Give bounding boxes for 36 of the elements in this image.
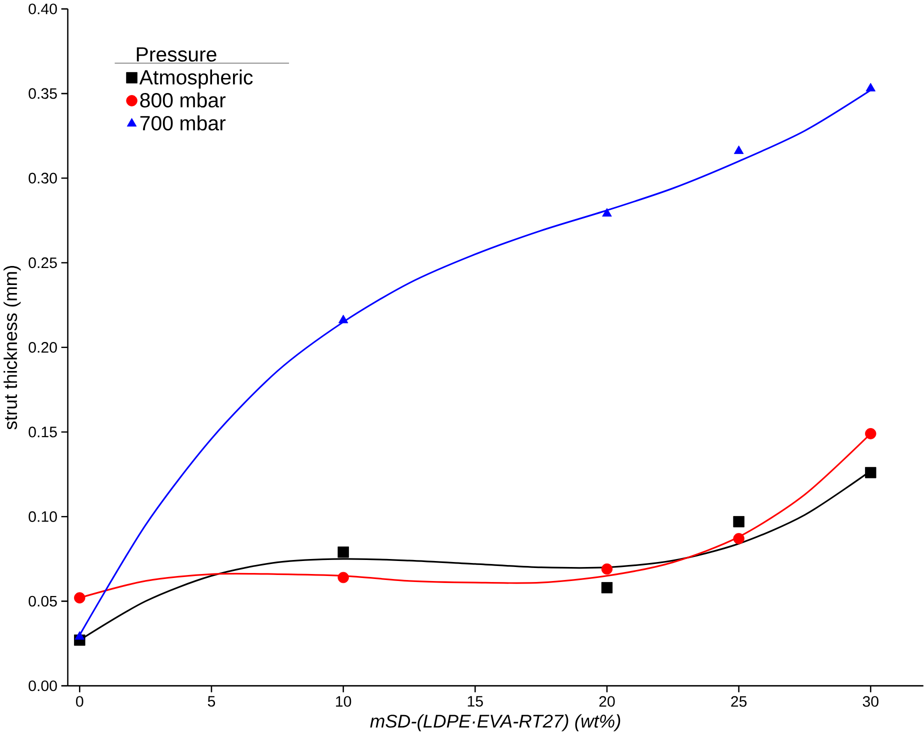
- x-tick-label: 0: [76, 696, 84, 707]
- point: [338, 572, 349, 584]
- y-axis-title: strut thickness (mm): [4, 266, 21, 430]
- point: [733, 516, 744, 528]
- legend-label: 800 mbar: [140, 92, 226, 108]
- x-tick-label: 20: [599, 696, 615, 707]
- x-tick-label: 10: [336, 696, 352, 707]
- y-tick-label: 0.15: [28, 426, 57, 438]
- x-tick-label: 5: [208, 696, 216, 707]
- point: [865, 428, 876, 440]
- y-tick-label: 0.30: [28, 172, 57, 184]
- y-tick-label: 0.35: [28, 88, 57, 99]
- point: [74, 631, 85, 640]
- point: [733, 533, 744, 544]
- y-tick-label: 0.10: [28, 511, 57, 522]
- y-tick-label: 0.20: [28, 342, 57, 353]
- y-tick-label: 0.00: [28, 680, 57, 692]
- point: [734, 146, 744, 154]
- point: [338, 546, 349, 558]
- point: [338, 314, 348, 324]
- x-axis-title: mSD-(LDPE·EVA-RT27) (wt%): [370, 714, 620, 732]
- y-tick-label: 0.05: [28, 596, 57, 607]
- y-tick-label: 0.25: [28, 257, 57, 268]
- legend-label: 700 mbar: [140, 115, 226, 131]
- point: [865, 467, 876, 478]
- legend-title: Pressure: [136, 47, 216, 62]
- legend-label: Atmospheric: [139, 70, 253, 89]
- x-tick-label: 15: [468, 696, 483, 707]
- x-tick-label: 30: [862, 696, 878, 707]
- point: [74, 592, 86, 604]
- point: [866, 82, 876, 92]
- point: [602, 208, 612, 217]
- x-tick-label: 25: [731, 696, 747, 707]
- point: [601, 563, 613, 575]
- y-tick-label: 0.40: [28, 4, 57, 14]
- point: [601, 582, 613, 594]
